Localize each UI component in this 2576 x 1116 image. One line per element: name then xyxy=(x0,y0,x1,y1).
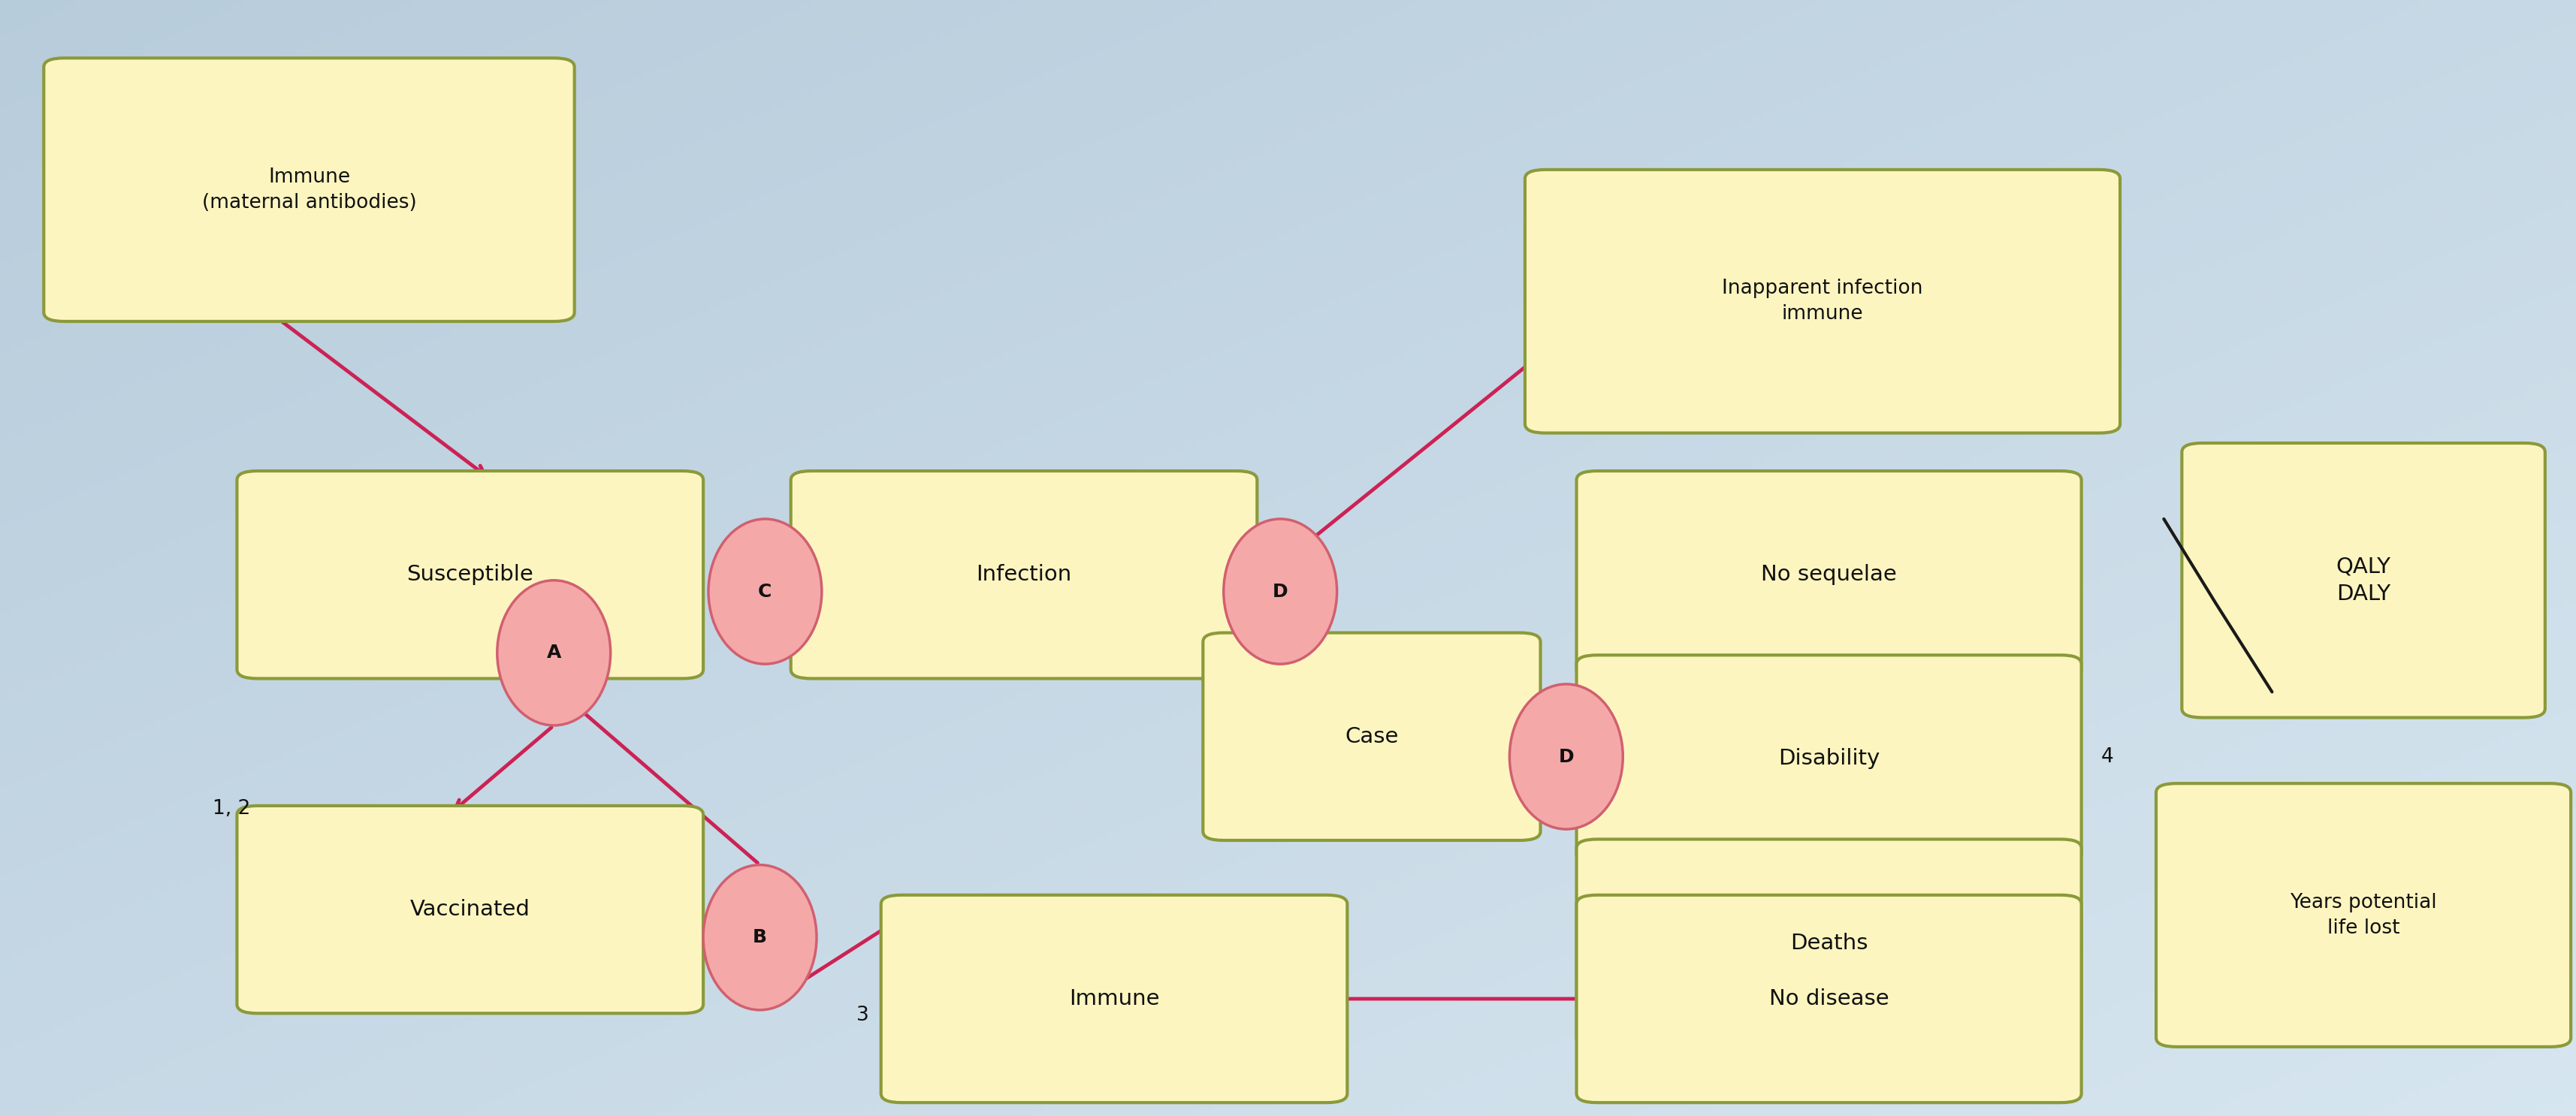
FancyBboxPatch shape xyxy=(2182,443,2545,718)
Text: No sequelae: No sequelae xyxy=(1762,565,1896,585)
Ellipse shape xyxy=(1224,519,1337,664)
Text: Inapparent infection
immune: Inapparent infection immune xyxy=(1721,279,1924,324)
FancyBboxPatch shape xyxy=(1577,471,2081,679)
FancyBboxPatch shape xyxy=(881,895,1347,1103)
Text: No disease: No disease xyxy=(1770,989,1888,1009)
Text: 4: 4 xyxy=(2102,747,2112,767)
FancyBboxPatch shape xyxy=(1577,655,2081,863)
Ellipse shape xyxy=(497,580,611,725)
FancyBboxPatch shape xyxy=(2156,783,2571,1047)
Ellipse shape xyxy=(703,865,817,1010)
Text: C: C xyxy=(757,583,773,600)
FancyBboxPatch shape xyxy=(237,471,703,679)
Text: D: D xyxy=(1273,583,1288,600)
FancyBboxPatch shape xyxy=(1577,839,2081,1047)
Ellipse shape xyxy=(708,519,822,664)
FancyBboxPatch shape xyxy=(1203,633,1540,840)
Text: QALY
DALY: QALY DALY xyxy=(2336,556,2391,605)
FancyBboxPatch shape xyxy=(44,58,574,321)
Text: 3: 3 xyxy=(858,1006,868,1026)
Text: Infection: Infection xyxy=(976,565,1072,585)
Text: Susceptible: Susceptible xyxy=(407,565,533,585)
Text: Years potential
life lost: Years potential life lost xyxy=(2290,893,2437,937)
Text: Immune
(maternal antibodies): Immune (maternal antibodies) xyxy=(201,167,417,212)
Text: Deaths: Deaths xyxy=(1790,933,1868,953)
FancyBboxPatch shape xyxy=(1577,895,2081,1103)
Text: Case: Case xyxy=(1345,727,1399,747)
Text: Immune: Immune xyxy=(1069,989,1159,1009)
Text: Disability: Disability xyxy=(1777,749,1880,769)
FancyBboxPatch shape xyxy=(1525,170,2120,433)
Ellipse shape xyxy=(1510,684,1623,829)
Text: 1, 2: 1, 2 xyxy=(214,799,250,819)
Text: B: B xyxy=(752,929,768,946)
Text: A: A xyxy=(546,644,562,662)
FancyBboxPatch shape xyxy=(237,806,703,1013)
FancyBboxPatch shape xyxy=(791,471,1257,679)
Text: Vaccinated: Vaccinated xyxy=(410,899,531,920)
Text: D: D xyxy=(1558,748,1574,766)
